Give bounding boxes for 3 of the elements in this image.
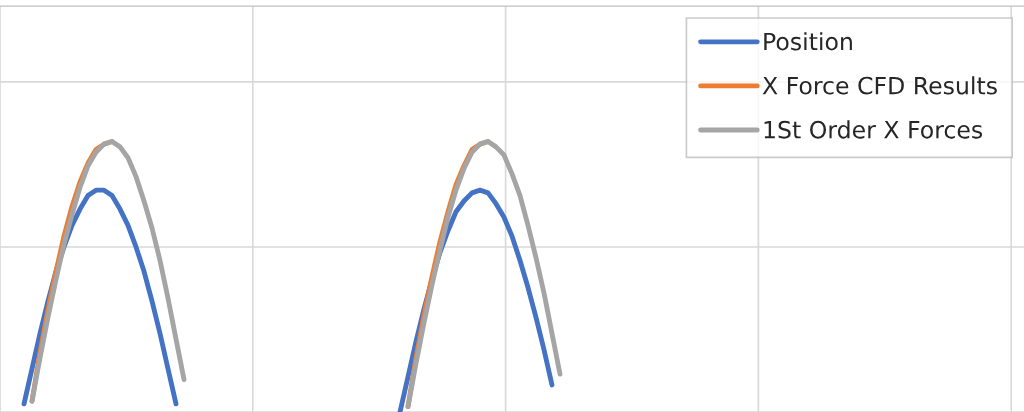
legend-label: 1St Order X Forces [764,120,983,139]
legend-label: Position [764,32,852,51]
legend-label: X Force CFD Results [762,76,997,95]
